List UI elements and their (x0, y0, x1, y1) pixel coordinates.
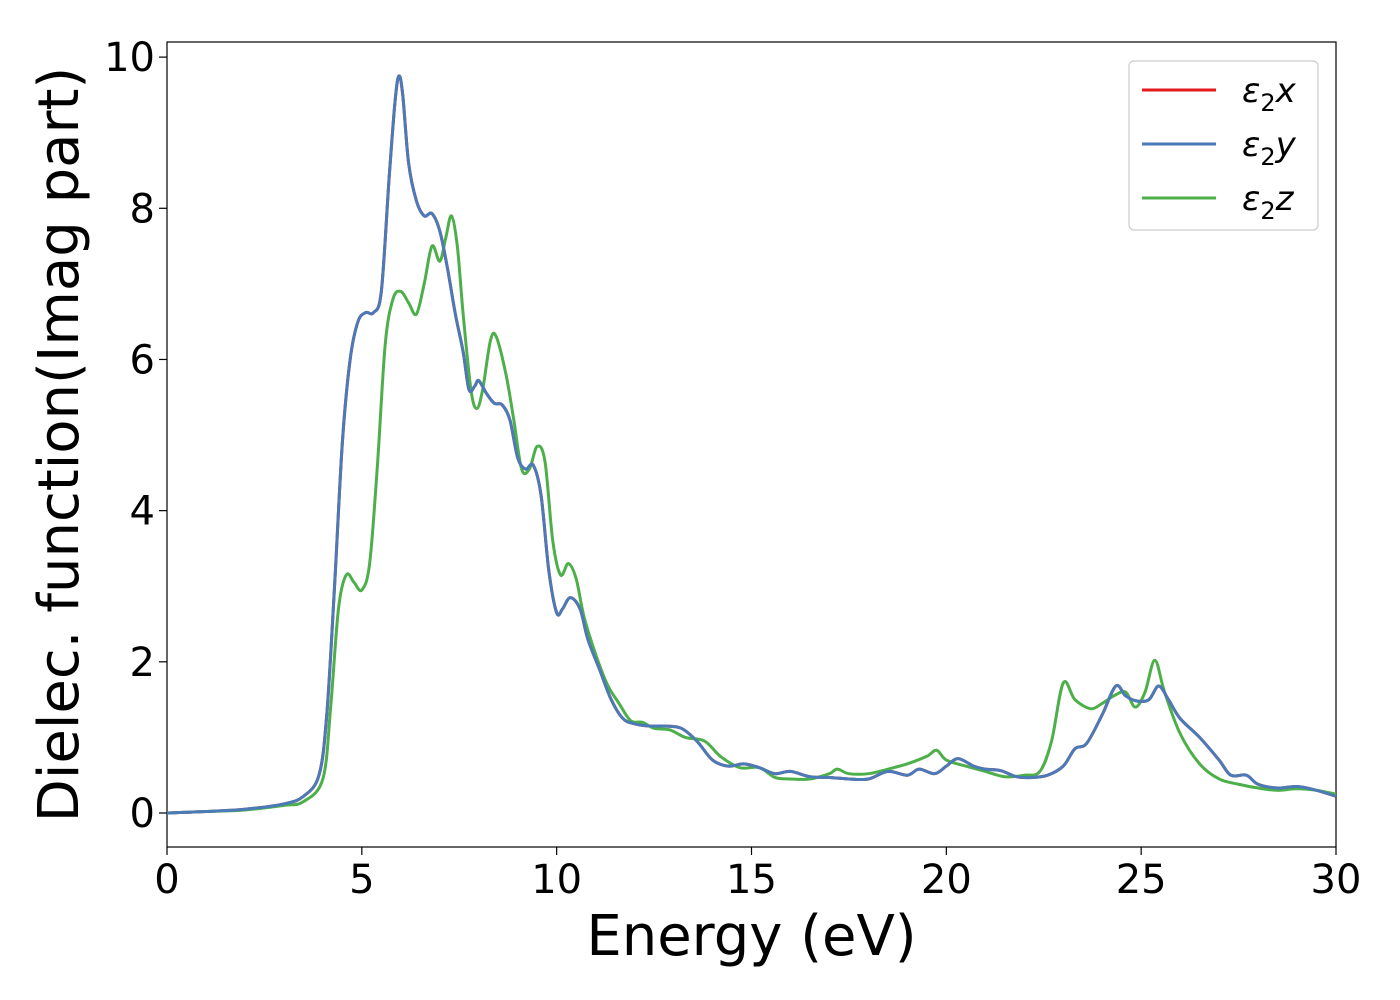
legend-entry: ε2z (1242, 179, 1295, 225)
y-tick-label: 0 (130, 791, 155, 837)
series-line-z (167, 214, 1336, 815)
y-axis-label: Dielec. function(Imag part) (27, 67, 92, 823)
x-tick-label: 30 (1311, 857, 1362, 903)
x-tick-label: 10 (531, 857, 582, 903)
x-tick-label: 5 (349, 857, 374, 903)
x-axis: 0 5 10 15 20 25 30 (154, 847, 1361, 903)
legend: ε2x ε2y ε2z (1128, 60, 1319, 231)
y-tick-label: 8 (130, 186, 155, 232)
x-tick-label: 0 (154, 857, 179, 903)
y-axis: 0 2 4 6 8 10 (104, 35, 167, 837)
series-layer (167, 74, 1336, 815)
x-axis-label: Energy (eV) (586, 904, 916, 969)
y-tick-label: 4 (130, 489, 155, 535)
legend-entry: ε2y (1242, 125, 1297, 171)
x-tick-label: 20 (921, 857, 972, 903)
y-tick-label: 2 (130, 640, 155, 686)
x-tick-label: 25 (1116, 857, 1167, 903)
series-line-y (167, 74, 1336, 815)
x-tick-label: 15 (726, 857, 777, 903)
legend-entry: ε2x (1242, 71, 1297, 117)
legend-box (1128, 60, 1319, 231)
y-tick-label: 10 (104, 35, 155, 81)
y-tick-label: 6 (130, 337, 155, 383)
